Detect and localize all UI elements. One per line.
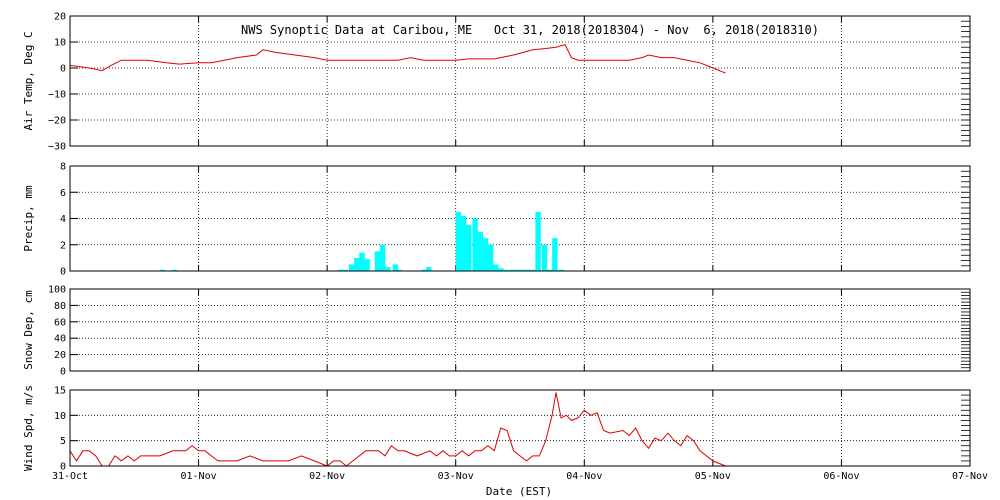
precip-bar [455, 211, 462, 271]
precip-bar [552, 238, 558, 271]
precip-bar [171, 269, 177, 271]
y-tick-label: 80 [54, 301, 66, 312]
precip-bar [525, 269, 531, 271]
wind-series-line [69, 392, 726, 467]
y-axis-title: Wind Spd, m/s [22, 385, 35, 471]
precip-bar [530, 269, 536, 271]
precip-bar [337, 269, 343, 271]
precip-bar [547, 269, 553, 271]
x-tick-label: 07-Nov [952, 471, 988, 482]
y-tick-label: 10 [54, 411, 66, 422]
precip-bar [460, 215, 467, 271]
precip-bar [535, 211, 541, 271]
panel-wind: 15 10 5 0 Wind Spd, m/s [22, 385, 971, 473]
precip-bar [421, 269, 427, 271]
x-tick-label: 01-Nov [181, 471, 217, 482]
y-tick-label: 15 [54, 386, 66, 397]
x-axis-title: Date (EST) [486, 485, 552, 498]
panel-precip: 8 6 4 2 0 Precip, mm [22, 162, 971, 278]
precip-bar [374, 251, 381, 271]
y-axis-title: Precip, mm [22, 185, 35, 252]
panel-temp: 20 10 0 −10 −20 −30 Air Temp, Deg C [22, 12, 971, 153]
precip-bar [379, 244, 386, 271]
precip-bar [385, 267, 391, 271]
precip-bar [354, 257, 360, 271]
y-axis-title: Snow Dep, cm [22, 290, 35, 370]
y-tick-label: 40 [54, 334, 66, 345]
panel-snow: 100 80 60 40 20 0 Snow Dep, cm [22, 285, 971, 378]
precip-bar [558, 269, 564, 271]
panel-frame [69, 15, 971, 147]
precip-bar [349, 264, 355, 271]
y-tick-label: 4 [60, 214, 66, 225]
x-axis: 31-Oct 01-Nov 02-Nov 03-Nov 04-Nov 05-Nov 06-N… [52, 471, 988, 482]
y-axis-title: Air Temp, Deg C [22, 31, 35, 130]
y-tick-label: 10 [54, 38, 66, 49]
panel-frame [69, 389, 971, 467]
precip-bar [514, 269, 521, 271]
y-tick-label: 0 [60, 462, 66, 473]
y-tick-label: 60 [54, 317, 66, 328]
y-tick-label: 100 [48, 285, 66, 296]
x-tick-label: 06-Nov [823, 471, 859, 482]
y-tick-label: 6 [60, 188, 66, 199]
precip-bar [466, 225, 472, 271]
panel-frame [69, 165, 971, 272]
y-tick-label: 2 [60, 240, 66, 251]
precip-bar [359, 252, 365, 271]
temp-series-line [69, 44, 726, 74]
precip-bar [493, 264, 499, 271]
precip-bar [392, 264, 399, 271]
precip-bar [426, 267, 432, 271]
y-tick-label: 5 [60, 436, 66, 447]
x-tick-label: 05-Nov [695, 471, 731, 482]
precip-bar [503, 269, 509, 271]
precip-bar [396, 269, 402, 271]
precip-bar [342, 269, 348, 271]
precip-bar [520, 269, 526, 271]
precip-bar [487, 244, 494, 271]
precip-bar [477, 231, 483, 271]
y-tick-label: 20 [54, 350, 66, 361]
precip-bar [482, 238, 489, 271]
y-tick-label: −10 [48, 90, 66, 101]
chart-title: NWS Synoptic Data at Caribou, ME Oct 31,… [241, 23, 819, 37]
x-tick-label: 04-Nov [566, 471, 602, 482]
y-tick-label: 0 [60, 367, 66, 378]
precip-bar [472, 218, 478, 271]
y-tick-label: 0 [60, 267, 66, 278]
y-tick-label: −30 [48, 142, 66, 153]
precip-bar [541, 244, 548, 271]
x-tick-label: 31-Oct [52, 471, 88, 482]
precip-bar [364, 259, 370, 271]
y-tick-label: −20 [48, 116, 66, 127]
x-tick-label: 02-Nov [309, 471, 345, 482]
precip-bar [509, 269, 516, 271]
y-tick-label: 0 [60, 64, 66, 75]
precip-bar [160, 269, 166, 271]
y-tick-label: 8 [60, 162, 66, 173]
precip-bar [498, 268, 504, 271]
x-tick-label: 03-Nov [438, 471, 474, 482]
panel-frame [69, 288, 971, 372]
y-tick-label: 20 [54, 12, 66, 23]
